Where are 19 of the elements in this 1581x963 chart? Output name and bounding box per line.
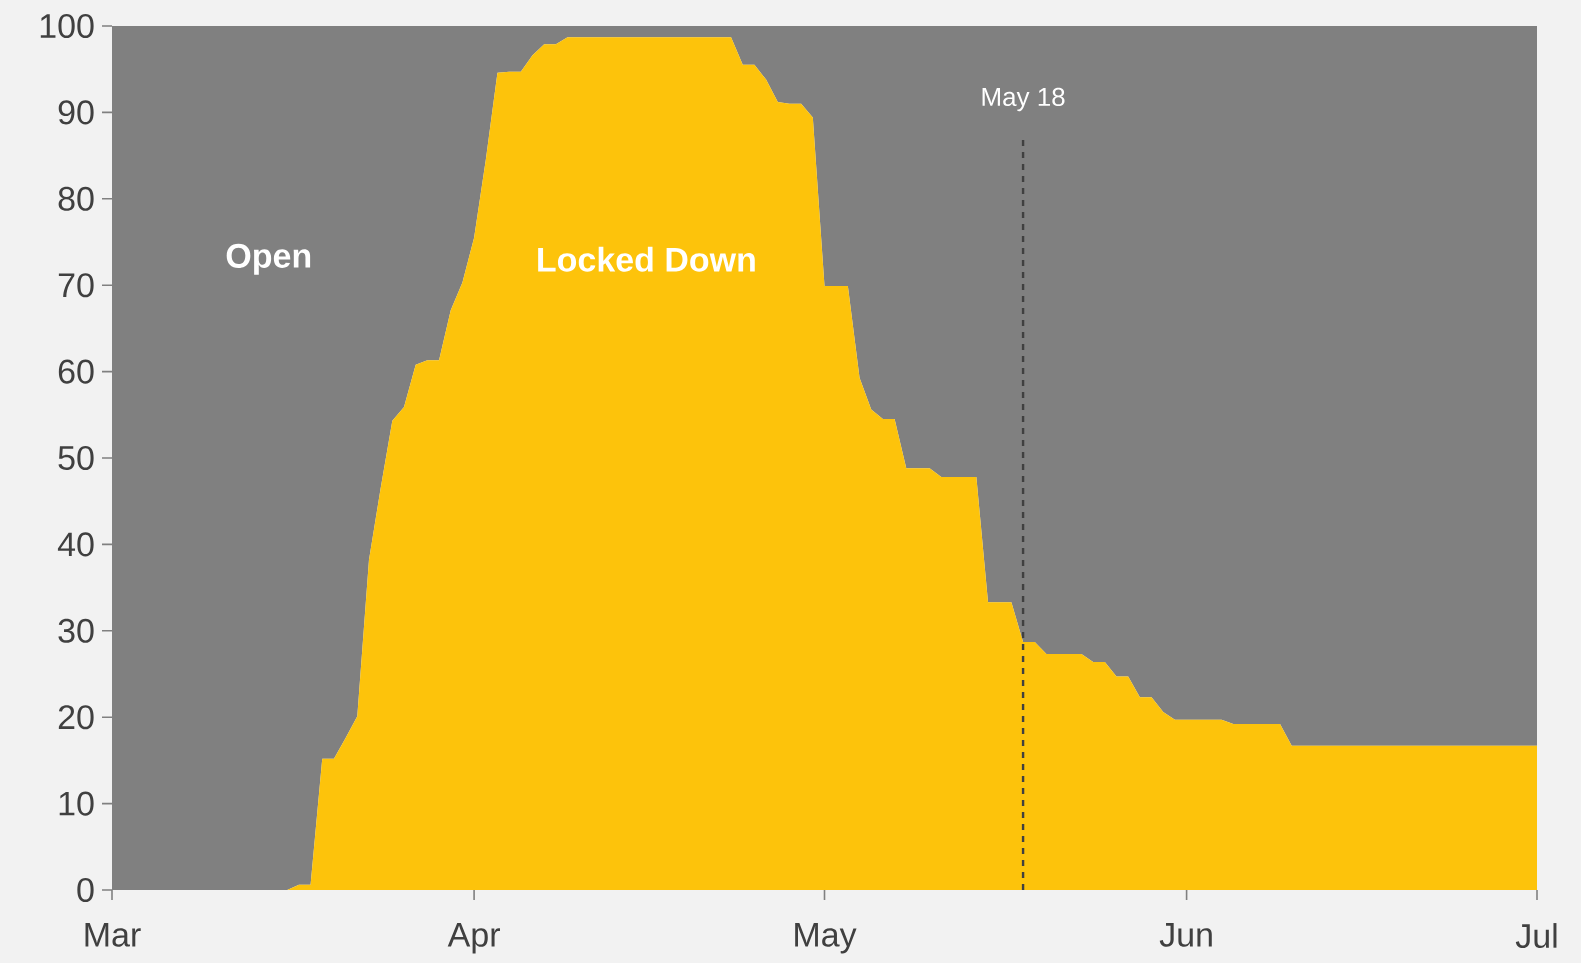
y-tick-label: 100 [40, 13, 94, 39]
ref-line-label: May 18 [982, 87, 1065, 112]
y-tick-label: 30 [58, 618, 94, 643]
y-tick-label: 70 [58, 273, 94, 298]
y-tick-label: 20 [58, 705, 94, 730]
series-label: Locked Down [538, 246, 755, 272]
y-tick-label: 50 [58, 445, 94, 471]
y-tick-label: 0 [77, 877, 94, 903]
x-tick-label: Apr [447, 923, 500, 954]
x-tick-label: Jun [1159, 923, 1212, 947]
y-tick-label: 80 [58, 186, 94, 211]
x-tick-label: Mar [85, 923, 141, 947]
y-tick-label: 10 [59, 791, 94, 816]
x-tick-label: Jul [1515, 923, 1557, 949]
y-tick-label: 40 [57, 532, 94, 557]
series-label: Open [226, 243, 311, 275]
y-tick-label: 60 [58, 359, 94, 384]
y-tick-label: 90 [58, 100, 94, 125]
x-tick-label: May [795, 923, 857, 954]
